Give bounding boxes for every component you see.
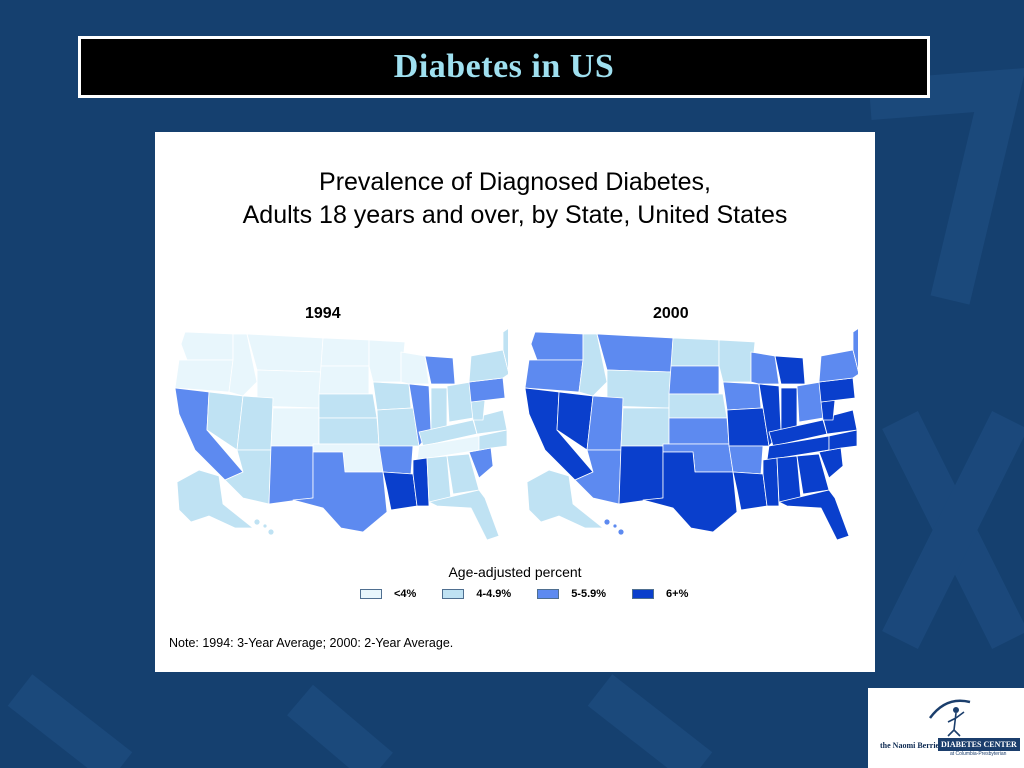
figure-note: Note: 1994: 3-Year Average; 2000: 2-Year… [169,636,454,650]
legend-item-4-49: 4-4.9% [442,588,511,600]
state-alaska [176,469,254,529]
state-minnesota [368,339,406,383]
state-west-virginia [470,399,486,421]
state-utah [236,395,274,451]
state-nebraska [318,393,378,419]
state-washington [530,331,584,361]
state-new-england [502,328,508,372]
state-wisconsin [750,351,780,385]
state-north-dakota [320,337,370,367]
figure-title-line1: Prevalence of Diagnosed Diabetes, [319,168,711,196]
state-montana [246,333,324,373]
state-indiana [780,387,798,431]
state-west-virginia [820,399,836,421]
state-ohio [796,381,824,423]
legend-label-6plus: 6+% [666,588,689,600]
state-south-dakota [318,365,370,395]
state-michigan [774,355,806,385]
state-south-dakota [668,365,720,395]
state-kansas [668,417,730,445]
state-colorado [620,407,670,447]
state-arizona [574,449,622,505]
state-texas [292,451,388,533]
state-louisiana [382,471,418,511]
state-alabama [776,455,802,503]
state-florida [778,489,850,541]
state-iowa [372,381,412,411]
state-washington [180,331,234,361]
state-minnesota [718,339,756,383]
state-utah [586,395,624,451]
state-arizona [224,449,272,505]
state-hawaii [603,518,611,526]
state-indiana [430,387,448,431]
legend-title: Age-adjusted percent [448,564,582,580]
legend-swatch-5-59 [537,589,560,599]
legend-swatch-lt4 [360,589,382,599]
legend-swatch-6plus [632,589,655,599]
state-new-england [852,328,858,372]
state-new-mexico [618,445,664,505]
state-missouri [726,407,770,447]
slide-title: Diabetes in US [393,48,615,85]
state-new-york [468,349,508,383]
map-2000 [524,328,858,541]
state-florida [428,489,500,541]
state-missouri [376,407,420,447]
state-arkansas [378,445,414,475]
legend-item-5-59: 5-5.9% [537,588,606,600]
diabetes-center-logo: the Naomi Berrie DIABETES CENTER at Colu… [868,688,1024,768]
figure-panel: Prevalence of Diagnosed Diabetes, Adults… [155,132,875,672]
state-new-mexico [268,445,314,505]
state-mississippi [762,457,780,507]
map-1994 [174,328,508,541]
state-iowa [722,381,762,411]
state-michigan [424,355,456,385]
state-hawaii [253,518,261,526]
legend-item-6plus: 6+% [632,588,688,600]
legend: <4% 4-4.9% 5-5.9% 6+% [360,588,714,600]
state-arkansas [728,445,764,475]
logo-figure-icon [928,699,971,737]
state-north-dakota [670,337,720,367]
state-nebraska [668,393,728,419]
legend-label-lt4: <4% [394,588,417,600]
state-texas [642,451,738,533]
legend-label-5-59: 5-5.9% [571,588,607,600]
legend-item-lt4: <4% [360,588,416,600]
state-alabama [426,455,452,503]
legend-swatch-4-49 [442,589,465,599]
figure-title: Prevalence of Diagnosed Diabetes, Adults… [155,166,875,232]
state-new-york [818,349,858,383]
state-kansas [318,417,380,445]
logo-subtitle: at Columbia-Presbyterian [950,751,1007,757]
map-2000-year-label: 2000 [653,305,689,322]
state-montana [596,333,674,373]
state-alaska [526,469,604,529]
slide-title-box: Diabetes in US [78,36,930,98]
figure-title-line2: Adults 18 years and over, by State, Unit… [242,201,788,229]
logo-center: DIABETES CENTER [938,738,1020,751]
state-mississippi [412,457,430,507]
map-1994-year-label: 1994 [305,305,341,322]
legend-label-4-49: 4-4.9% [476,588,512,600]
state-wisconsin [400,351,430,385]
state-ohio [446,381,474,423]
logo-name: the Naomi Berrie [880,741,940,750]
state-louisiana [732,471,768,511]
state-colorado [270,407,320,447]
state-oregon [174,359,234,393]
state-oregon [524,359,584,393]
